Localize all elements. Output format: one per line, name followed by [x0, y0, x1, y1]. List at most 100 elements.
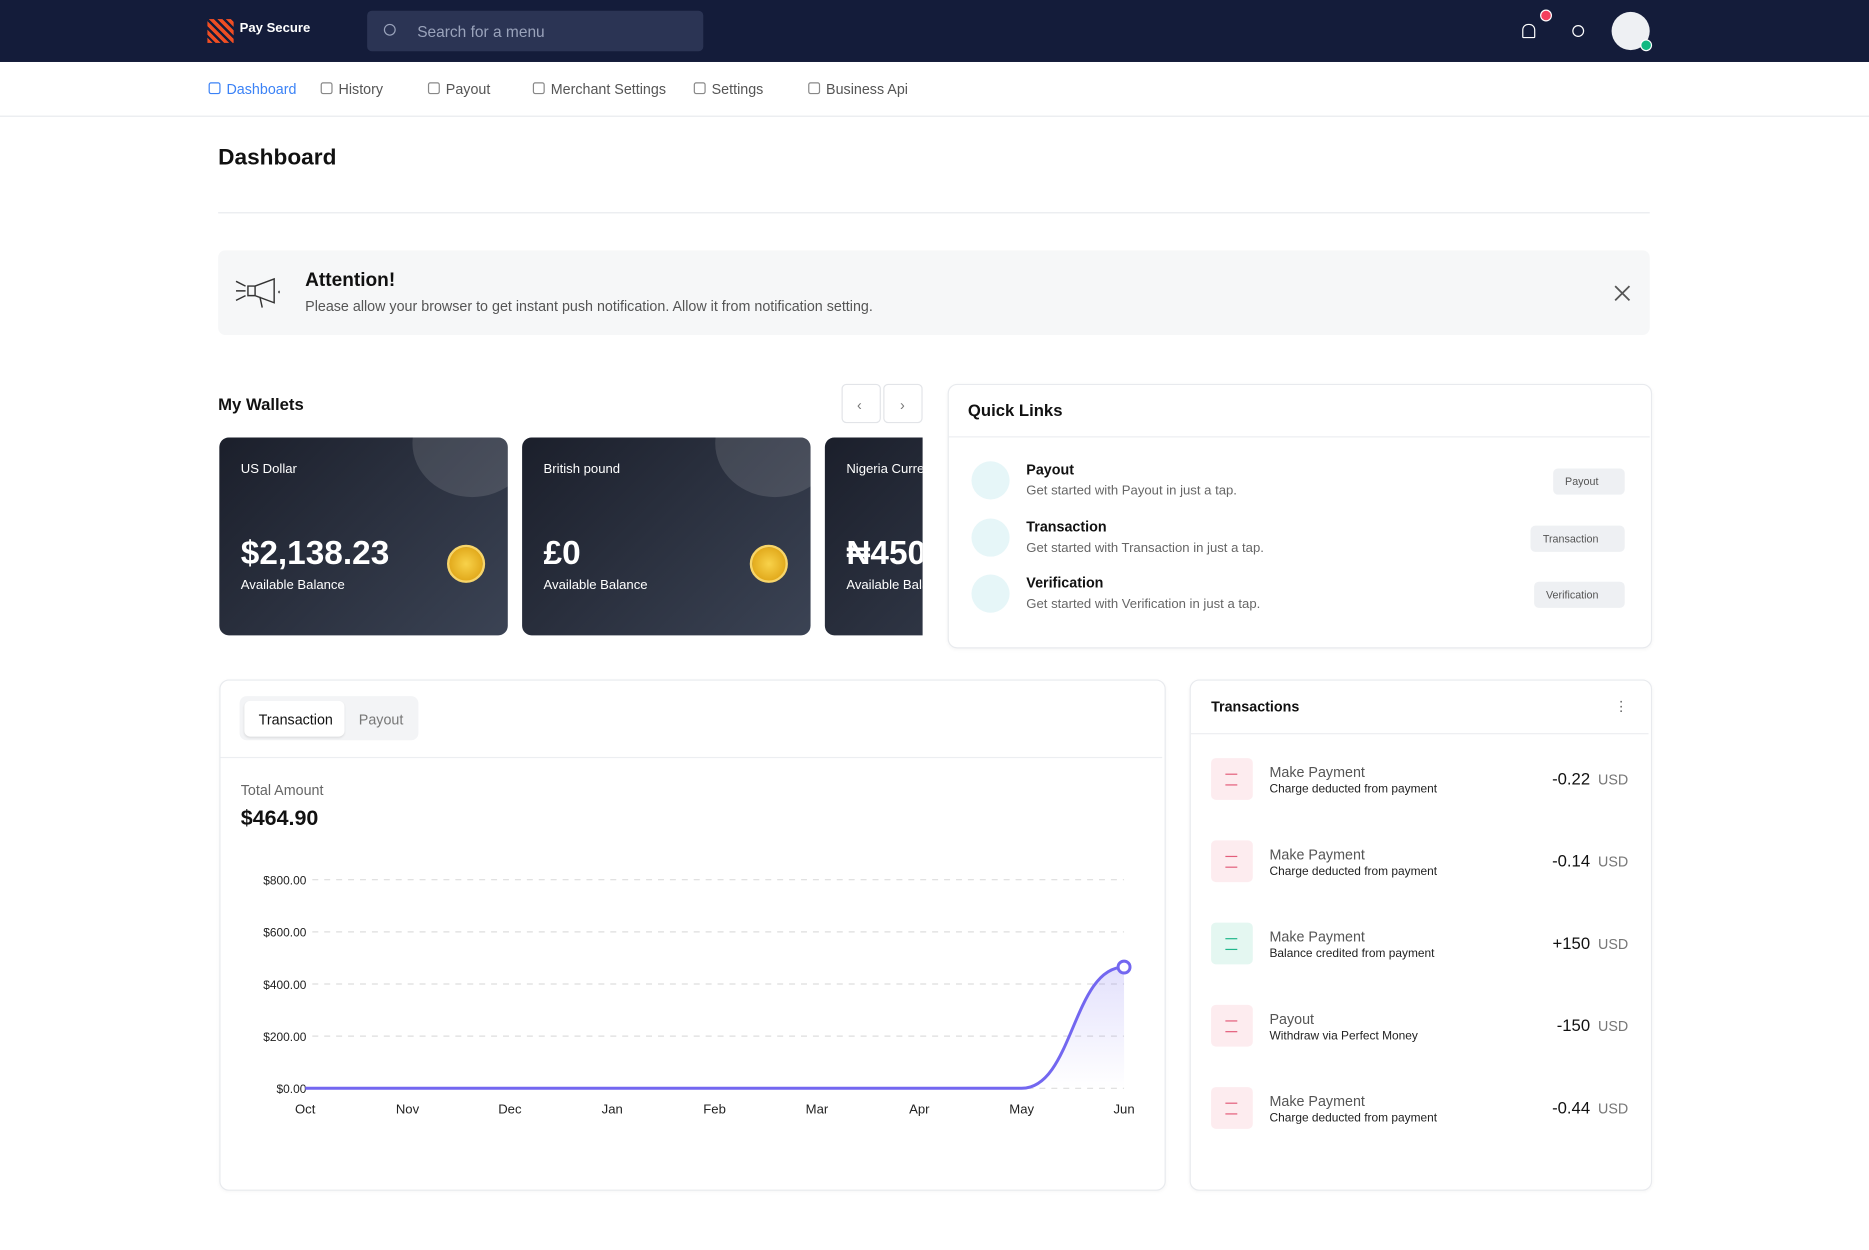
search-box[interactable] [367, 10, 704, 52]
nav-item[interactable]: Merchant Settings [550, 81, 666, 98]
transaction-amount: -150 [1556, 1015, 1591, 1035]
divider [1190, 733, 1649, 735]
menu-button[interactable]: · · · [1618, 692, 1624, 719]
nav-icon [693, 82, 706, 95]
wallet-card: US Dollar $2,138.23 Available Balance [219, 437, 508, 636]
search-placeholder: Search for a menu [417, 22, 545, 41]
coin-icon [749, 544, 788, 583]
wallet-strip: US Dollar $2,138.23 Available Balance Briti… [218, 429, 923, 644]
x-tick-label: Apr [909, 1101, 930, 1116]
wallet-card: British pound £0 Available Balance [522, 437, 811, 636]
theme-icon[interactable] [1572, 25, 1585, 37]
nav-border [0, 115, 1869, 117]
alert [218, 250, 1650, 335]
transaction-text: Charge deducted from payment [1269, 1112, 1438, 1126]
status-dot [1640, 39, 1653, 52]
wallet-name: Nigeria Currency [846, 462, 922, 477]
link-icon [971, 574, 1010, 613]
transaction-currency: USD [1598, 771, 1629, 788]
nav-item[interactable]: Business Api [826, 81, 908, 98]
logo-icon [207, 19, 234, 43]
alert-title: Attention! [305, 270, 396, 291]
wallet-label: Available Balance [240, 578, 345, 593]
wallet-name: British pound [543, 462, 621, 477]
area [305, 967, 1125, 1089]
transaction-currency: USD [1598, 853, 1629, 871]
next-button[interactable] [883, 383, 923, 424]
transaction-text: Charge deducted from payment [1269, 783, 1438, 797]
nav-icon [320, 82, 333, 95]
link-button[interactable]: Verification [1534, 581, 1625, 608]
transaction-icon-glyph [1225, 938, 1238, 951]
chart-card [219, 679, 1166, 1191]
tab[interactable]: Payout [358, 711, 404, 729]
transaction-icon [1211, 840, 1253, 883]
nav-item[interactable]: History [338, 81, 384, 98]
search-icon [383, 23, 396, 36]
transaction-icon-glyph [1225, 1020, 1238, 1033]
nav-icon [532, 82, 545, 95]
transaction-title: Make Payment [1269, 928, 1365, 946]
point [1116, 959, 1132, 975]
x-tick-label: Dec [498, 1101, 522, 1116]
transaction-amount: -0.22 [1552, 768, 1591, 788]
link-icon [971, 461, 1010, 500]
transaction-currency: USD [1598, 1100, 1629, 1117]
transaction-title: Make Payment [1269, 1093, 1365, 1110]
top-bar [0, 0, 1869, 62]
page-title: Dashboard [218, 145, 337, 171]
link-text: Get started with Verification in just a … [1026, 597, 1261, 612]
logo-text: Pay Secure [239, 21, 311, 36]
divider [218, 212, 1650, 214]
wallet-amount: £0 [543, 534, 581, 571]
x-tick-label: Jan [602, 1101, 623, 1116]
transactions-title: Transactions [1211, 698, 1300, 716]
nav-item[interactable]: Dashboard [226, 81, 297, 98]
transaction-text: Charge deducted from payment [1269, 865, 1438, 879]
close-button[interactable] [1614, 285, 1631, 302]
transactions-card [1189, 679, 1653, 1191]
transaction-text: Balance credited from payment [1269, 947, 1435, 961]
prev-button[interactable] [841, 383, 881, 424]
x-tick-label: Feb [703, 1101, 726, 1116]
wallet-label: Available Balance [543, 578, 648, 593]
prev-arrow: ‹ [857, 396, 862, 414]
transaction-amount: +150 [1552, 933, 1591, 953]
wallet-card: Nigeria Currency ₦450 Available Balance [824, 437, 923, 636]
transaction-amount: -0.44 [1552, 1097, 1591, 1117]
transaction-title: Make Payment [1269, 764, 1365, 781]
link-title: Transaction [1026, 517, 1107, 535]
transaction-currency: USD [1598, 935, 1629, 953]
coin-icon [447, 544, 486, 583]
nav-icon [427, 82, 440, 95]
alert-text: Please allow your browser to get instant… [305, 298, 873, 315]
tab[interactable]: Transaction [258, 711, 333, 729]
nav-item[interactable]: Payout [445, 81, 491, 98]
transaction-currency: USD [1598, 1017, 1629, 1035]
tab-active[interactable] [244, 700, 345, 737]
transaction-amount: -0.14 [1552, 851, 1591, 871]
transaction-icon-glyph [1225, 855, 1238, 868]
next-arrow: › [899, 396, 905, 414]
link-text: Get started with Transaction in just a t… [1026, 540, 1264, 555]
nav-item[interactable]: Settings [711, 81, 764, 98]
y-tick-label: $600.00 [263, 926, 306, 940]
notification-dot [1540, 9, 1552, 22]
y-tick-label: $200.00 [263, 1030, 306, 1044]
link-button[interactable]: Transaction [1530, 525, 1625, 552]
total-value: $464.90 [240, 805, 319, 830]
transaction-icon [1211, 1004, 1253, 1047]
link-button[interactable]: Payout [1553, 468, 1625, 495]
bell-icon[interactable] [1522, 23, 1536, 39]
megaphone-icon [235, 277, 280, 308]
transaction-title: Payout [1269, 1010, 1315, 1028]
nav-icon [208, 82, 221, 95]
transaction-text: Withdraw via Perfect Money [1269, 1029, 1418, 1043]
transaction-icon-glyph [1225, 1102, 1238, 1115]
transaction-title: Make Payment [1269, 846, 1365, 864]
transaction-icon [1211, 922, 1253, 965]
x-tick-label: May [1009, 1101, 1034, 1116]
wallet-amount: ₦450 [846, 534, 923, 571]
wallet-amount: $2,138.23 [240, 534, 390, 571]
